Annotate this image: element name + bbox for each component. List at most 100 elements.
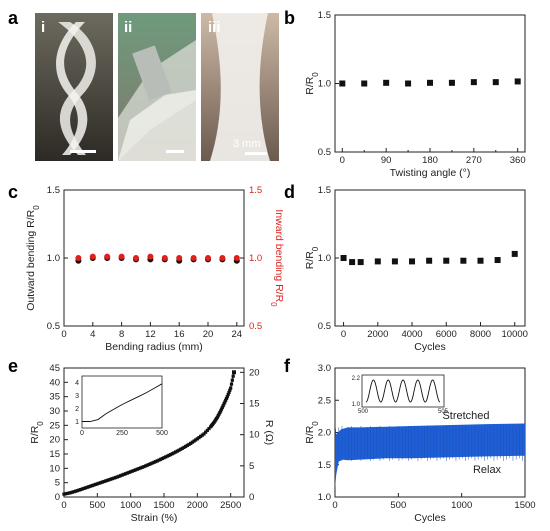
x-axis-label: Twisting angle (°) [390,167,471,179]
data-point [229,386,233,390]
x-tick-label: 0 [61,500,66,511]
data-point [167,453,171,457]
inset-y-tick-label: 1 [75,419,79,426]
data-point [102,479,106,484]
data-point [105,478,109,482]
chart-twisting: 0 90 180 270 360 0.5 1.0 1.5 Twisting angle (°) R… [304,10,526,179]
data-point [207,426,211,431]
photo-i: i [35,13,113,161]
data-point [361,80,368,87]
x-tick-label: 360 [510,155,526,166]
data-point [119,474,123,478]
right-y-tick-label: 1.5 [249,185,262,196]
data-point [169,452,173,457]
right-y-tick-label: 15 [249,399,260,410]
data-point [82,486,86,490]
data-point [145,463,149,467]
data-point [199,434,203,438]
data-point [62,492,66,496]
data-band [335,423,525,490]
data-point [89,484,93,488]
y-tick-label: 0 [55,492,60,503]
y-tick-label: 5 [55,478,60,489]
right-y-axis-label: Inward bending R/R0 [270,209,286,307]
data-point [115,475,119,479]
data-point [72,490,76,494]
inset-y-tick-label: 4 [75,380,79,387]
data-point [97,481,101,485]
data-point [227,390,231,394]
inward-point [219,255,226,261]
panel-label-d: d [284,182,295,202]
y-tick-label: 35 [49,392,60,403]
y-tick-label: 10 [49,463,60,474]
inward-point [133,255,139,261]
data-point [514,78,521,85]
data-point [224,398,228,402]
data-point [202,432,206,436]
data-point [230,378,234,382]
data-point [197,435,201,440]
x-tick-label: 1000 [120,500,141,511]
inward-point [190,255,197,261]
x-tick-label: 500 [390,500,406,511]
x-tick-label: 24 [232,329,243,340]
data-point [177,448,181,452]
panel-label-a: a [8,8,19,28]
data-point [110,477,114,481]
data-point [120,473,124,477]
x-tick-label: 16 [174,329,185,340]
inward-point [75,255,82,261]
data-point [144,464,148,468]
x-axis-label: Cycles [414,341,446,353]
y-tick-label: 1.5 [318,10,331,21]
right-y-tick-label: 5 [249,461,254,472]
data-point [107,478,111,482]
data-point [137,466,141,471]
data-point [225,395,229,399]
data-point [147,462,151,467]
x-tick-label: 0 [332,500,337,511]
data-point [179,447,183,451]
data-point [349,259,356,266]
data-point [122,472,126,476]
data-point [124,472,128,476]
x-tick-label: 1500 [514,500,535,511]
x-tick-label: 0 [341,329,346,340]
data-point [170,452,174,456]
panel-label-b: b [284,8,295,28]
y-tick-label: 40 [49,377,60,388]
data-point [204,430,208,434]
data-point [174,450,178,454]
inset-line [82,383,163,422]
data-point [127,470,131,475]
inward-point [147,253,154,260]
panel-label-c: c [8,182,18,202]
x-tick-label: 1500 [153,500,174,511]
plot-frame [63,367,245,498]
y-tick-label: 2.5 [318,395,331,406]
inset-line [365,379,441,403]
data-point [426,257,433,264]
x-tick-label: 2500 [220,500,241,511]
data-point [405,80,412,87]
right-y-tick-label: 0.5 [249,321,262,332]
data-point [134,468,138,472]
data-point [383,79,390,86]
data-point [112,476,116,480]
x-tick-label: 12 [145,329,156,340]
data-point [477,257,484,264]
data-point [99,481,103,485]
x-tick-label: 6000 [436,329,457,340]
data-point [142,465,146,469]
data-point [84,486,88,490]
x-tick-label: 90 [381,155,392,166]
data-point [75,489,79,493]
data-point [157,458,161,462]
data-point [220,405,224,410]
data-point [182,445,186,450]
inward-point [104,253,111,260]
x-axis-label: Bending radius (mm) [105,341,202,353]
data-point [224,396,229,401]
inset-frame [81,375,163,429]
